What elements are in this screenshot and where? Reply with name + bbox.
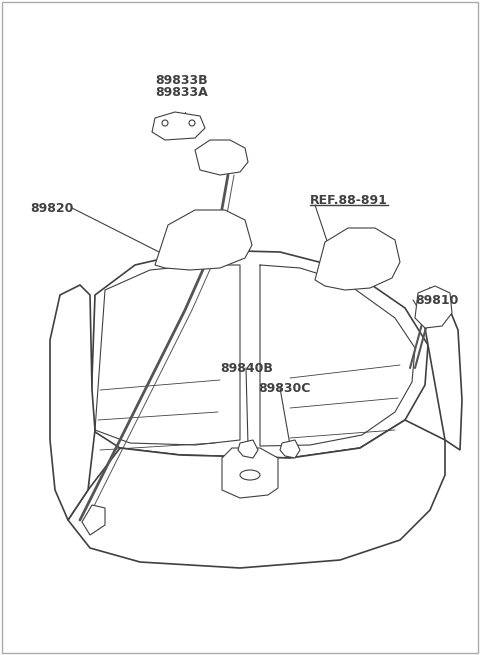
Circle shape	[189, 120, 195, 126]
Polygon shape	[280, 440, 300, 458]
Text: 89810: 89810	[415, 293, 458, 307]
Polygon shape	[238, 440, 258, 458]
Polygon shape	[50, 285, 95, 520]
Text: 89840B: 89840B	[220, 362, 273, 375]
Polygon shape	[155, 210, 252, 270]
Polygon shape	[222, 448, 278, 498]
Text: 89820: 89820	[30, 202, 73, 214]
Ellipse shape	[240, 470, 260, 480]
Polygon shape	[315, 228, 400, 290]
Polygon shape	[415, 286, 452, 328]
Text: 89830C: 89830C	[258, 381, 311, 394]
Polygon shape	[195, 140, 248, 175]
Text: 89833B: 89833B	[155, 73, 208, 86]
Text: 89833A: 89833A	[155, 86, 208, 98]
Polygon shape	[88, 250, 428, 490]
Polygon shape	[68, 420, 445, 568]
Polygon shape	[82, 505, 105, 535]
Polygon shape	[420, 288, 462, 450]
Polygon shape	[152, 112, 205, 140]
Text: REF.88-891: REF.88-891	[310, 193, 388, 206]
Circle shape	[162, 120, 168, 126]
